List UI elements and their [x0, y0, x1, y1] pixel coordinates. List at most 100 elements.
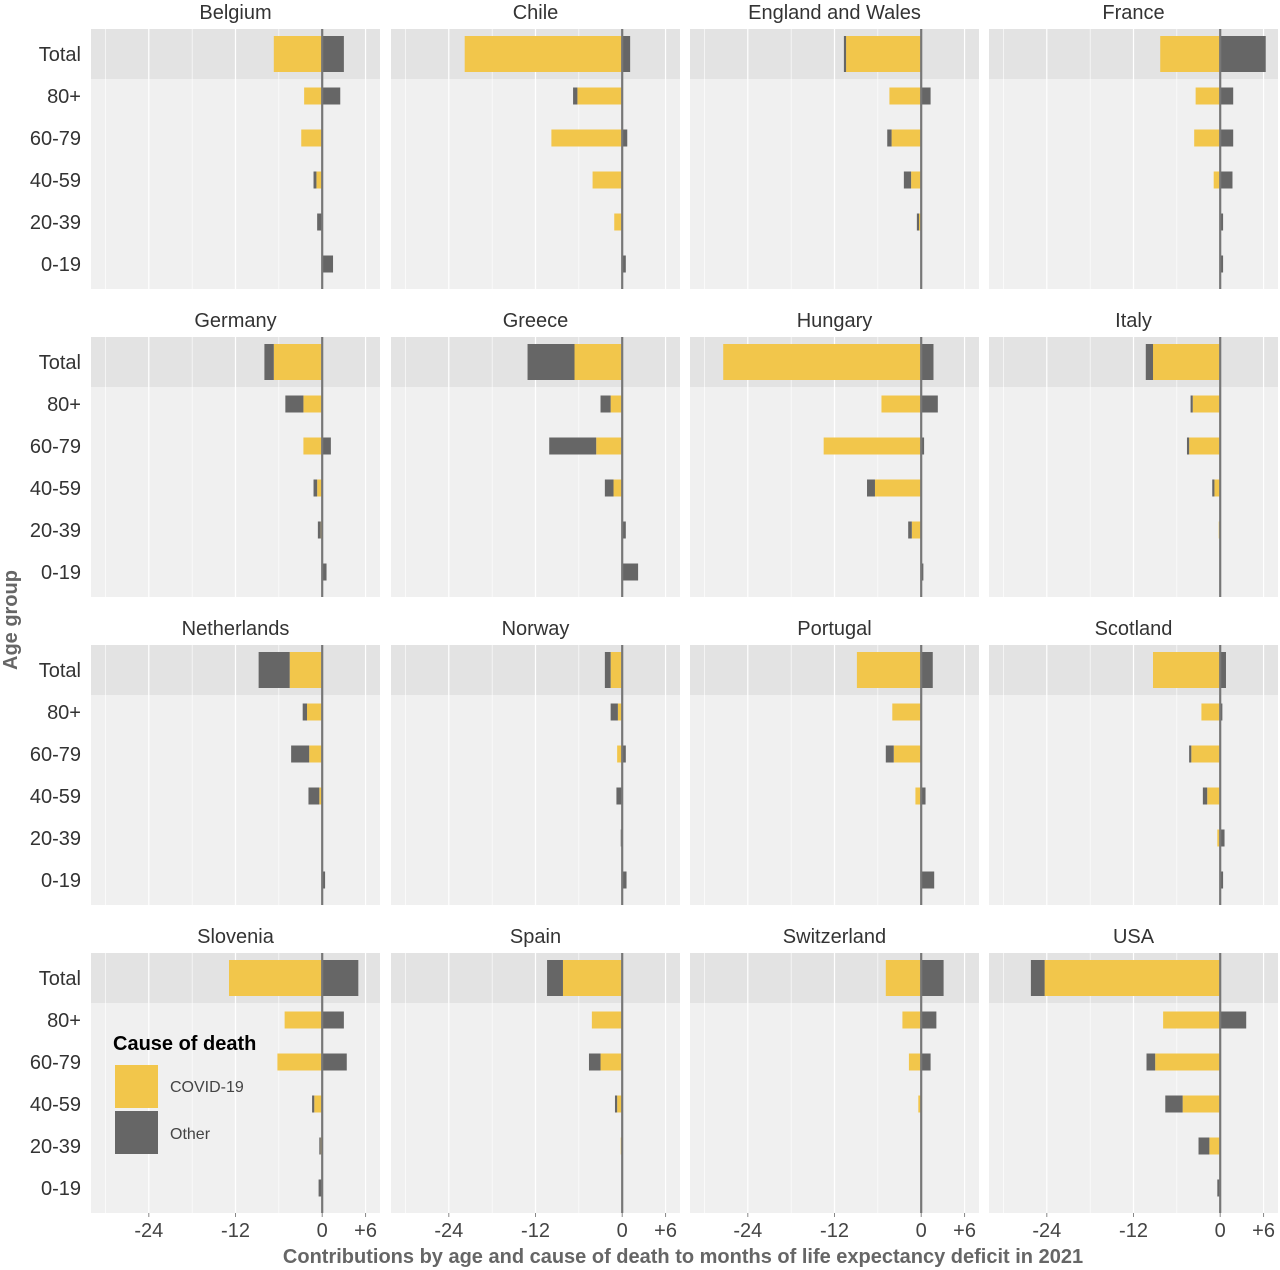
bar-covid-40-59 [1182, 1095, 1221, 1113]
x-tick-label: +6 [354, 1220, 377, 1242]
bar-covid-40-59 [617, 1095, 623, 1113]
bar-covid-40-59 [613, 479, 623, 497]
bar-covid-Total [1153, 652, 1221, 688]
panel-title: Spain [510, 926, 561, 948]
bar-covid-40-59 [918, 1095, 922, 1113]
x-tick-label: -24 [733, 1220, 762, 1242]
bar-other-60-79 [921, 437, 925, 455]
age-label: 80+ [47, 1010, 81, 1032]
panel-title: Slovenia [197, 926, 275, 948]
bar-other-0-19 [322, 871, 326, 889]
bar-covid-Total [289, 652, 323, 688]
panel-title: Germany [194, 310, 276, 332]
bar-other-40-59 [1165, 1095, 1183, 1113]
bar-other-60-79 [887, 129, 892, 147]
bar-other-0-19 [921, 871, 935, 889]
x-tick-label: +6 [654, 1220, 677, 1242]
legend-label-other: Other [170, 1126, 211, 1143]
bar-covid-80+ [303, 395, 323, 413]
bar-covid-80+ [284, 1011, 323, 1029]
age-label: 0-19 [41, 562, 81, 584]
panel-france: France [989, 2, 1278, 289]
bar-other-20-39 [1220, 213, 1224, 231]
x-tick-label: 0 [617, 1220, 628, 1242]
bar-other-80+ [322, 1011, 344, 1029]
age-label: 40-59 [30, 1094, 81, 1116]
bar-covid-60-79 [309, 745, 323, 763]
bar-other-40-59 [614, 1095, 618, 1113]
bar-other-80+ [921, 1011, 937, 1029]
panel-portugal: Portugal [690, 618, 979, 905]
bar-other-Total [258, 652, 290, 688]
bar-other-20-39 [908, 521, 912, 539]
bar-covid-60-79 [893, 745, 922, 763]
bar-covid-80+ [617, 703, 623, 721]
bar-covid-20-39 [1209, 1137, 1221, 1155]
bar-covid-80+ [889, 87, 922, 105]
bar-other-0-19 [318, 1179, 323, 1197]
bar-other-Total [527, 344, 575, 380]
bar-other-60-79 [921, 1053, 931, 1071]
age-label: 0-19 [41, 870, 81, 892]
bar-other-20-39 [1198, 1137, 1210, 1155]
bar-covid-Total [856, 652, 922, 688]
bar-covid-40-59 [317, 479, 323, 497]
age-label: 0-19 [41, 254, 81, 276]
bar-other-20-39 [317, 213, 323, 231]
age-label: 20-39 [30, 520, 81, 542]
panel-norway: Norway [391, 618, 680, 905]
bar-other-40-59 [1202, 787, 1208, 805]
age-label: 0-19 [41, 1178, 81, 1200]
x-tick-label: -24 [134, 1220, 163, 1242]
bar-covid-40-59 [592, 171, 623, 189]
panel-switzerland: Switzerland -24 -12 0 +6 [690, 926, 979, 1242]
bar-covid-80+ [892, 703, 922, 721]
bar-other-80+ [573, 87, 578, 105]
bar-covid-40-59 [319, 787, 323, 805]
bar-other-80+ [1190, 395, 1193, 413]
bar-other-40-59 [616, 787, 623, 805]
bar-other-Total [921, 652, 933, 688]
panel-belgium: Belgium [91, 2, 380, 289]
bar-other-0-19 [1220, 871, 1224, 889]
panel-greece: Greece [391, 310, 680, 597]
bar-covid-80+ [577, 87, 623, 105]
y-axis-title: Age group [0, 570, 22, 670]
bar-other-Total [1220, 652, 1226, 688]
panel-scotland: Scotland [989, 618, 1278, 905]
x-axis-title: Contributions by age and cause of death … [283, 1246, 1083, 1268]
bar-other-Total [843, 36, 847, 72]
bar-other-20-39 [319, 1137, 321, 1155]
bar-other-20-39 [622, 521, 626, 539]
bar-other-Total [1030, 960, 1045, 996]
bar-covid-60-79 [908, 1053, 922, 1071]
bar-covid-60-79 [596, 437, 623, 455]
bar-other-40-59 [903, 171, 912, 189]
panel-hungary: Hungary [690, 310, 979, 597]
bar-other-40-59 [867, 479, 875, 497]
bar-covid-Total [574, 344, 623, 380]
age-label: 60-79 [30, 128, 81, 150]
bar-other-Total [1220, 36, 1266, 72]
bar-covid-80+ [1195, 87, 1221, 105]
bar-covid-60-79 [1191, 745, 1221, 763]
x-tick-label: -12 [521, 1220, 550, 1242]
panel-title: England and Wales [748, 2, 921, 24]
age-label: Total [39, 968, 81, 990]
panel-title: Chile [513, 2, 559, 24]
bar-other-80+ [322, 87, 341, 105]
bar-covid-Total [846, 36, 922, 72]
age-label: 80+ [47, 702, 81, 724]
panel-title: Norway [502, 618, 570, 640]
bar-other-20-39 [1220, 829, 1225, 847]
bar-other-60-79 [1186, 437, 1190, 455]
panel-title: Netherlands [182, 618, 290, 640]
bar-covid-80+ [304, 87, 323, 105]
age-label: 80+ [47, 394, 81, 416]
bar-covid-Total [464, 36, 623, 72]
bar-other-0-19 [322, 563, 327, 581]
x-tick-label: 0 [317, 1220, 328, 1242]
bar-covid-40-59 [874, 479, 922, 497]
bar-other-60-79 [1189, 745, 1192, 763]
bar-other-40-59 [1220, 171, 1233, 189]
